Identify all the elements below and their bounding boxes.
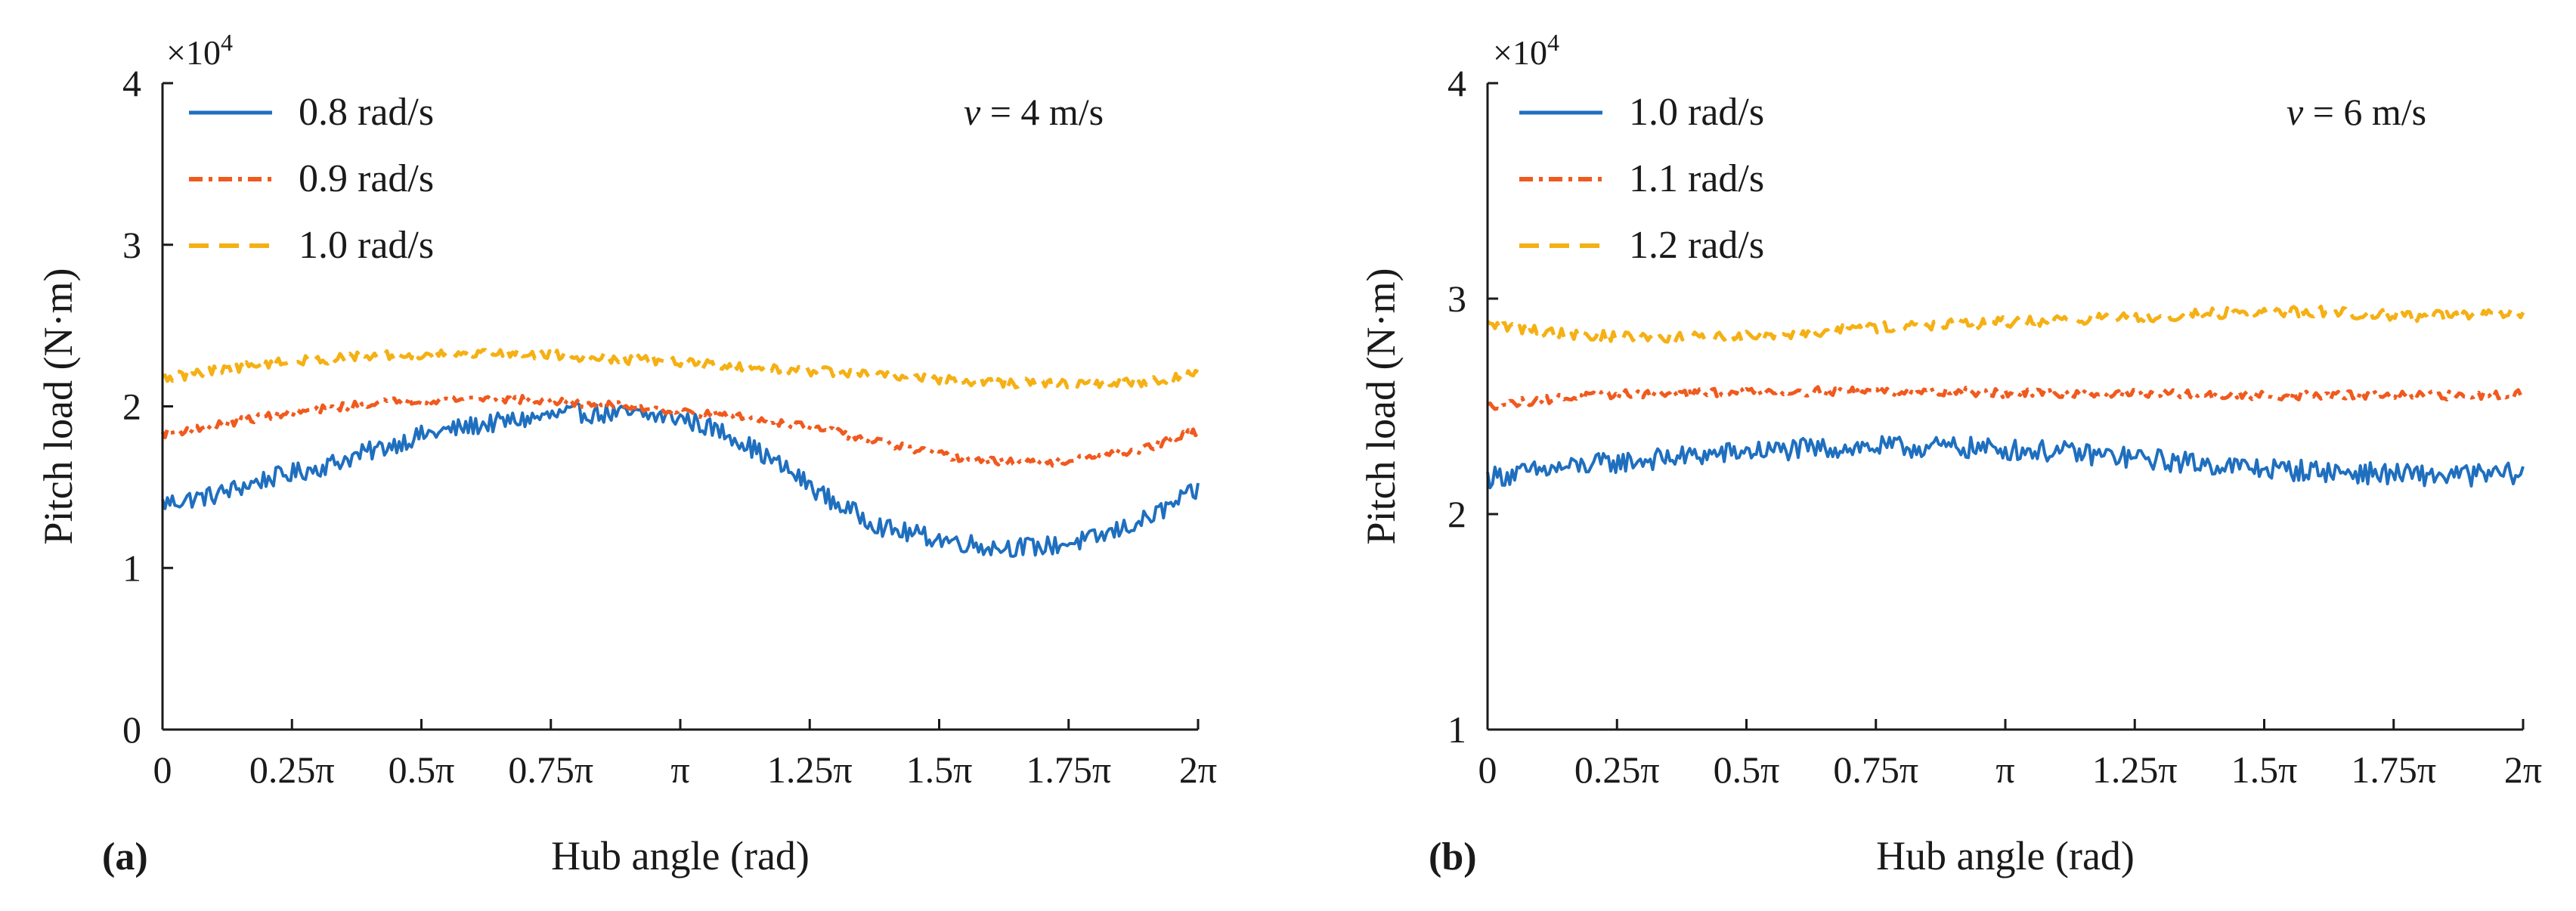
y-tick-label: 4 [122, 62, 141, 104]
x-tick-label: 0 [153, 748, 172, 791]
exponent-label: ×104 [1493, 29, 1559, 72]
velocity-annotation: v = 6 m/s [2287, 91, 2426, 133]
y-tick-label: 2 [1447, 493, 1466, 535]
x-axis-title: Hub angle (rad) [551, 833, 810, 878]
velocity-annotation: v = 4 m/s [964, 91, 1104, 133]
x-tick-label: 0.25π [249, 748, 335, 791]
legend-entry: 1.1 rad/s [1629, 157, 1764, 200]
exponent-label: ×104 [166, 29, 233, 72]
exponent-base: ×10 [166, 33, 221, 72]
x-tick-label: 1.5π [906, 748, 973, 791]
y-tick-label: 1 [1447, 708, 1466, 751]
y-tick-label: 0 [122, 708, 141, 751]
x-tick-label: 1.25π [2092, 748, 2178, 791]
x-tick-label: 1.75π [1026, 748, 1111, 791]
y-tick-label: 2 [122, 386, 141, 428]
y-axis-title: Pitch load (N·m) [1358, 268, 1404, 545]
legend-entry: 0.8 rad/s [299, 91, 434, 134]
y-tick-label: 4 [1447, 62, 1466, 104]
x-tick-label: 0.75π [508, 748, 593, 791]
velocity-value: = 6 m/s [2303, 91, 2426, 133]
x-tick-label: 2π [2504, 748, 2542, 791]
series-line-1-0-rad-s [161, 347, 1200, 391]
exponent-power: 4 [221, 29, 233, 56]
legend-entry: 1.2 rad/s [1629, 224, 1764, 267]
legend-entry: 1.0 rad/s [1629, 91, 1764, 134]
y-tick-label: 1 [122, 547, 141, 589]
velocity-variable: v [964, 91, 981, 133]
panel-label: (b) [1429, 835, 1477, 878]
x-tick-label: π [1995, 748, 2014, 791]
x-tick-label: 1.5π [2231, 748, 2298, 791]
y-axis-title: Pitch load (N·m) [36, 268, 81, 545]
exponent-base: ×10 [1493, 33, 1547, 72]
exponent-power: 4 [1547, 29, 1559, 56]
x-tick-label: 1.25π [767, 748, 853, 791]
series-line-0-9-rad-s [160, 394, 1200, 468]
x-tick-label: 0.25π [1574, 748, 1660, 791]
legend-entry: 0.9 rad/s [299, 157, 434, 200]
series-line-1-1-rad-s [1487, 385, 2524, 411]
x-tick-label: 1.75π [2351, 748, 2436, 791]
x-tick-label: 0.75π [1833, 748, 1918, 791]
x-tick-label: π [670, 748, 689, 791]
series-line-1-2-rad-s [1486, 304, 2525, 345]
x-axis-title: Hub angle (rad) [1876, 833, 2135, 878]
series-line-0-8-rad-s [161, 401, 1200, 558]
y-tick-label: 3 [122, 224, 141, 266]
chart-panel-a: 0 0.25π 0.5π 0.75π π 1.25π 1.5π 1.75π 2π01234×10… [36, 29, 1217, 878]
velocity-value: = 4 m/s [980, 91, 1104, 133]
x-tick-label: 2π [1179, 748, 1217, 791]
y-tick-label: 3 [1447, 277, 1466, 320]
x-tick-label: 0 [1478, 748, 1497, 791]
panel-label: (a) [102, 835, 148, 878]
chart-panel-b: 0 0.25π 0.5π 0.75π π 1.25π 1.5π 1.75π 2π1234×104… [1358, 29, 2542, 878]
x-tick-label: 0.5π [1714, 748, 1780, 791]
velocity-variable: v [2287, 91, 2304, 133]
x-tick-label: 0.5π [389, 748, 455, 791]
series-line-1-0-rad-s [1486, 435, 2525, 490]
legend-entry: 1.0 rad/s [299, 224, 434, 267]
